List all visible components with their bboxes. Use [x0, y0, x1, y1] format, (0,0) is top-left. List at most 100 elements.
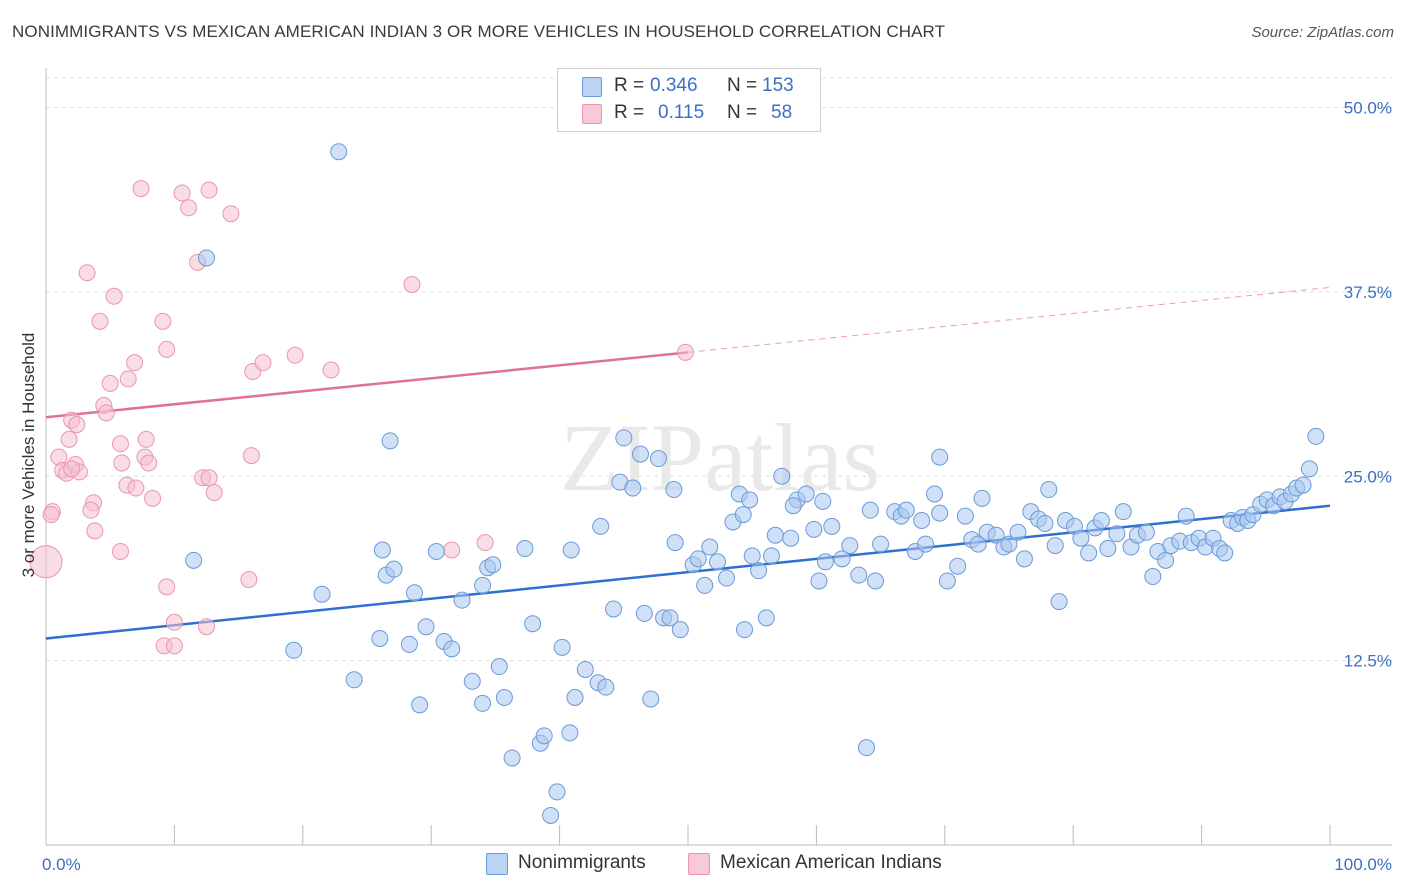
- data-point: [797, 485, 815, 503]
- data-point: [503, 749, 521, 767]
- data-point: [823, 517, 841, 535]
- data-point: [474, 576, 492, 594]
- data-point: [757, 609, 775, 627]
- data-point: [866, 572, 884, 590]
- data-point: [1046, 537, 1064, 555]
- data-point: [313, 585, 331, 603]
- data-point: [490, 658, 508, 676]
- data-point: [969, 535, 987, 553]
- data-point: [330, 143, 348, 161]
- data-point: [1072, 529, 1090, 547]
- legend-n-value: 153: [762, 75, 794, 96]
- data-point: [665, 481, 683, 499]
- data-point: [1137, 523, 1155, 541]
- data-point: [411, 696, 429, 714]
- data-point: [198, 249, 215, 267]
- data-point: [661, 609, 679, 627]
- data-point: [718, 569, 736, 587]
- series-nonimmigrants: [185, 143, 1325, 824]
- data-point: [180, 199, 198, 217]
- data-point: [973, 489, 991, 507]
- data-point: [548, 783, 566, 801]
- data-point: [242, 447, 260, 465]
- data-point: [553, 638, 571, 656]
- data-point: [185, 551, 203, 569]
- data-point: [463, 672, 481, 690]
- data-point: [561, 724, 579, 742]
- data-point: [137, 430, 155, 448]
- y-tick-label: 25.0%: [1344, 467, 1392, 486]
- data-point: [200, 469, 218, 487]
- data-point: [535, 727, 553, 745]
- trend-line-extension: [687, 286, 1331, 353]
- data-point: [676, 343, 694, 361]
- legend-swatch-blue: [582, 77, 602, 97]
- data-point: [766, 526, 784, 544]
- data-point: [82, 501, 100, 519]
- data-point: [345, 671, 363, 689]
- data-point: [542, 807, 560, 824]
- data-point: [987, 526, 1005, 544]
- data-point: [254, 354, 272, 372]
- data-point: [1157, 551, 1175, 569]
- data-point: [97, 404, 115, 422]
- data-point: [443, 640, 461, 658]
- data-point: [931, 504, 949, 522]
- y-tick-label: 12.5%: [1344, 652, 1392, 671]
- data-point: [743, 547, 761, 565]
- data-point: [29, 545, 63, 579]
- data-point: [701, 538, 719, 556]
- data-point: [165, 637, 183, 655]
- legend-r-label: R =: [614, 102, 645, 123]
- data-point: [60, 430, 78, 448]
- series-mexican-american-indians: [29, 180, 694, 655]
- data-point: [173, 184, 191, 202]
- data-point: [1144, 568, 1162, 586]
- data-point: [1015, 550, 1033, 568]
- data-point: [474, 694, 492, 712]
- data-point: [285, 641, 303, 659]
- data-point: [917, 535, 935, 553]
- bottom-legend-label: Mexican American Indians: [720, 852, 942, 873]
- data-point: [240, 571, 258, 588]
- data-point: [63, 460, 81, 478]
- data-point: [897, 501, 915, 519]
- data-point: [1092, 512, 1110, 529]
- data-point: [605, 600, 623, 618]
- data-point: [403, 276, 421, 293]
- legend-r-value: 0.115: [658, 102, 705, 123]
- data-point: [1300, 460, 1318, 478]
- data-point: [495, 689, 513, 706]
- data-point: [735, 621, 753, 639]
- y-tick-label: 50.0%: [1344, 99, 1392, 118]
- data-point: [119, 370, 137, 388]
- data-point: [642, 690, 660, 708]
- data-point: [696, 576, 714, 594]
- data-point: [101, 374, 119, 392]
- data-point: [91, 312, 109, 330]
- data-point: [524, 615, 542, 633]
- data-point: [158, 340, 176, 358]
- data-point: [68, 416, 86, 434]
- data-point: [762, 547, 780, 565]
- source-label: Source: ZipAtlas.com: [1251, 24, 1394, 41]
- trend-line-mexican-american-indians: [45, 351, 689, 419]
- data-point: [913, 512, 931, 529]
- data-point: [773, 467, 791, 485]
- data-point: [649, 450, 667, 468]
- data-point: [385, 560, 403, 578]
- data-point: [158, 578, 176, 596]
- x-tick-label: 0.0%: [42, 855, 81, 874]
- data-point: [576, 660, 594, 678]
- data-point: [484, 556, 502, 574]
- tick-labels: 12.5% 25.0% 37.5% 50.0% 0.0% 100.0%: [42, 99, 1392, 875]
- data-point: [111, 542, 129, 560]
- data-point: [453, 591, 471, 609]
- data-point: [144, 489, 162, 507]
- bottom-legend-swatch-pink: [688, 853, 710, 875]
- data-point: [1114, 503, 1132, 521]
- data-point: [400, 635, 418, 653]
- data-point: [949, 557, 967, 575]
- data-point: [615, 429, 633, 447]
